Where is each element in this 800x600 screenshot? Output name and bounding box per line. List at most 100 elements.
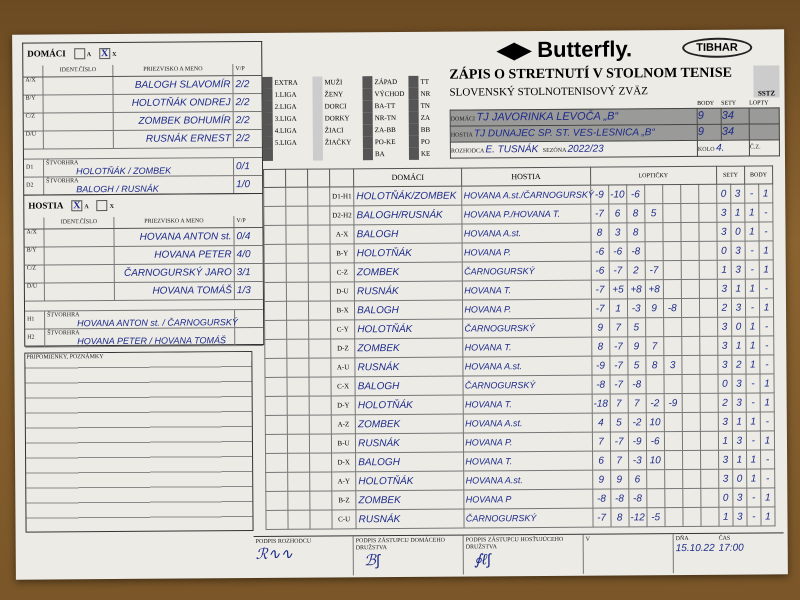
player-row: B/Y HOVANA PETER 4/0 xyxy=(24,245,263,266)
player-name: HOVANA PETER xyxy=(114,246,235,264)
sets-won: 3 xyxy=(730,241,746,261)
set-score: -8 xyxy=(591,375,610,395)
match-order: B-Z xyxy=(331,490,357,510)
group-option[interactable]: DORKY xyxy=(324,114,350,123)
league-option[interactable]: EXTRA xyxy=(274,78,298,87)
region-code-option[interactable]: BB xyxy=(420,125,431,134)
set-score xyxy=(663,317,682,337)
sets-won: 0 xyxy=(716,184,731,204)
home-player: BALOGH xyxy=(354,300,463,320)
match-point: - xyxy=(745,392,761,413)
group-option[interactable]: MUŽI xyxy=(324,78,343,87)
away-option-x-checkbox[interactable] xyxy=(96,200,108,212)
federation-badge: SSTZ xyxy=(753,65,780,98)
match-point: - xyxy=(759,335,774,355)
region-option[interactable]: ZÁPAD xyxy=(374,78,398,87)
set-score xyxy=(662,260,682,280)
region-option[interactable]: BA xyxy=(374,150,385,159)
set-score xyxy=(680,203,699,223)
home-option-a-checkbox[interactable] xyxy=(73,48,85,60)
group-option[interactable]: ŽIAČKY xyxy=(324,138,352,147)
match-point: - xyxy=(759,316,774,336)
set-score xyxy=(681,317,700,337)
set-score: -7 xyxy=(590,280,610,300)
set-score: -6 xyxy=(590,242,609,262)
match-order: A-Y xyxy=(331,471,356,491)
region-code-option[interactable]: NR xyxy=(420,89,431,98)
set-score: 9 xyxy=(610,469,629,490)
group-option[interactable]: ŽIACI xyxy=(324,126,344,135)
league-option[interactable]: 5.LIGA xyxy=(274,138,297,147)
league-option[interactable]: 4.LIGA xyxy=(274,126,297,135)
region-code-option[interactable]: ZA xyxy=(420,113,431,122)
away-option-a-checkbox[interactable]: X xyxy=(71,200,83,212)
match-order: B-U xyxy=(331,433,356,453)
region-option[interactable]: PO-KE xyxy=(374,138,396,147)
set-score xyxy=(663,336,682,356)
sets-won: 3 xyxy=(730,184,745,204)
set-score: 3 xyxy=(663,355,682,375)
set-score xyxy=(646,488,665,508)
region-option[interactable]: ZA-BB xyxy=(374,126,396,135)
team-results-table: BODY SETY LOPTY DOMÁCI TJ JAVORINKA LEVOČA… xyxy=(450,99,780,158)
set-score: 6 xyxy=(608,203,627,224)
sets-won: 0 xyxy=(718,488,733,508)
set-score: 5 xyxy=(609,412,629,433)
match-point: 1 xyxy=(760,506,776,526)
set-score: 7 xyxy=(645,336,664,356)
set-score: -7 xyxy=(609,336,628,357)
region-code-option[interactable]: TN xyxy=(420,101,430,110)
set-score: +8 xyxy=(644,279,664,299)
category-row: BA KE xyxy=(262,147,448,161)
match-point: - xyxy=(745,297,760,318)
player-row: A/X HOVANA ANTON st. 0/4 xyxy=(24,227,263,248)
player-win-loss: 1/3 xyxy=(236,285,251,297)
matches-table: DOMÁCI HOSTIA LOPTIČKY SETY BODY D1-H1 HOLOTŇÁ… xyxy=(263,165,776,530)
region-code-option[interactable]: PO xyxy=(420,137,430,146)
set-score xyxy=(662,241,681,261)
notes-area[interactable]: PRIPOMIENKY, POZNÁMKY xyxy=(24,351,254,533)
region-code-option[interactable]: TT xyxy=(420,77,430,86)
away-player: HOVANA T. xyxy=(463,394,592,415)
set-score xyxy=(681,355,700,375)
match-row: C-U RUSNÁK ČARNOGURSKÝ -7 8 -12 -5 1 3-1 xyxy=(265,506,776,530)
match-point: 1 xyxy=(746,411,761,432)
group-option[interactable]: DORCI xyxy=(324,102,347,111)
match-point: - xyxy=(760,468,775,488)
match-point: - xyxy=(744,240,760,261)
set-score xyxy=(663,279,682,299)
set-score: 7 xyxy=(609,317,628,338)
match-order: C-U xyxy=(332,509,357,529)
round: 4. xyxy=(716,142,725,154)
sets-won: 3 xyxy=(718,469,733,489)
set-score xyxy=(700,431,719,451)
league-option[interactable]: 3.LIGA xyxy=(274,114,297,123)
match-point: - xyxy=(760,411,775,431)
region-option[interactable]: BA-TT xyxy=(374,102,396,111)
region-option[interactable]: NR-TN xyxy=(374,114,397,123)
league-option[interactable]: 2.LIGA xyxy=(274,102,297,111)
region-code-option[interactable]: KE xyxy=(420,149,431,158)
league-option[interactable]: 1.LIGA xyxy=(274,90,297,99)
region-option[interactable]: VÝCHOD xyxy=(374,89,405,99)
home-player: BALOGH xyxy=(355,376,464,396)
group-option[interactable]: ŽENY xyxy=(324,90,344,99)
butterfly-logo: ◀▶ Butterfly. xyxy=(497,36,633,63)
match-point: 1 xyxy=(745,316,760,337)
set-score: 10 xyxy=(645,412,665,432)
doubles-win-loss: 1/0 xyxy=(236,179,251,191)
sets-won: 0 xyxy=(717,374,732,394)
set-score xyxy=(646,469,665,489)
set-score: -3 xyxy=(627,298,646,318)
home-option-x-checkbox[interactable]: X xyxy=(99,48,111,60)
match-point: 1 xyxy=(759,297,774,317)
home-player: HOLOTŇÁK xyxy=(355,471,465,491)
player-row: C/Z ZOMBEK BOHUMÍR 2/2 xyxy=(23,111,262,132)
doubles-row: D1 ŠTVORHRA HOLOTŇÁK / ZOMBEK 0/1 xyxy=(23,157,263,178)
set-score: 8 xyxy=(626,203,645,223)
match-point: - xyxy=(758,202,773,222)
set-score xyxy=(698,184,717,204)
player-row: D/U RUSNÁK ERNEST 2/2 xyxy=(23,129,262,150)
sets-won: 3 xyxy=(716,203,731,223)
set-score xyxy=(699,279,718,299)
